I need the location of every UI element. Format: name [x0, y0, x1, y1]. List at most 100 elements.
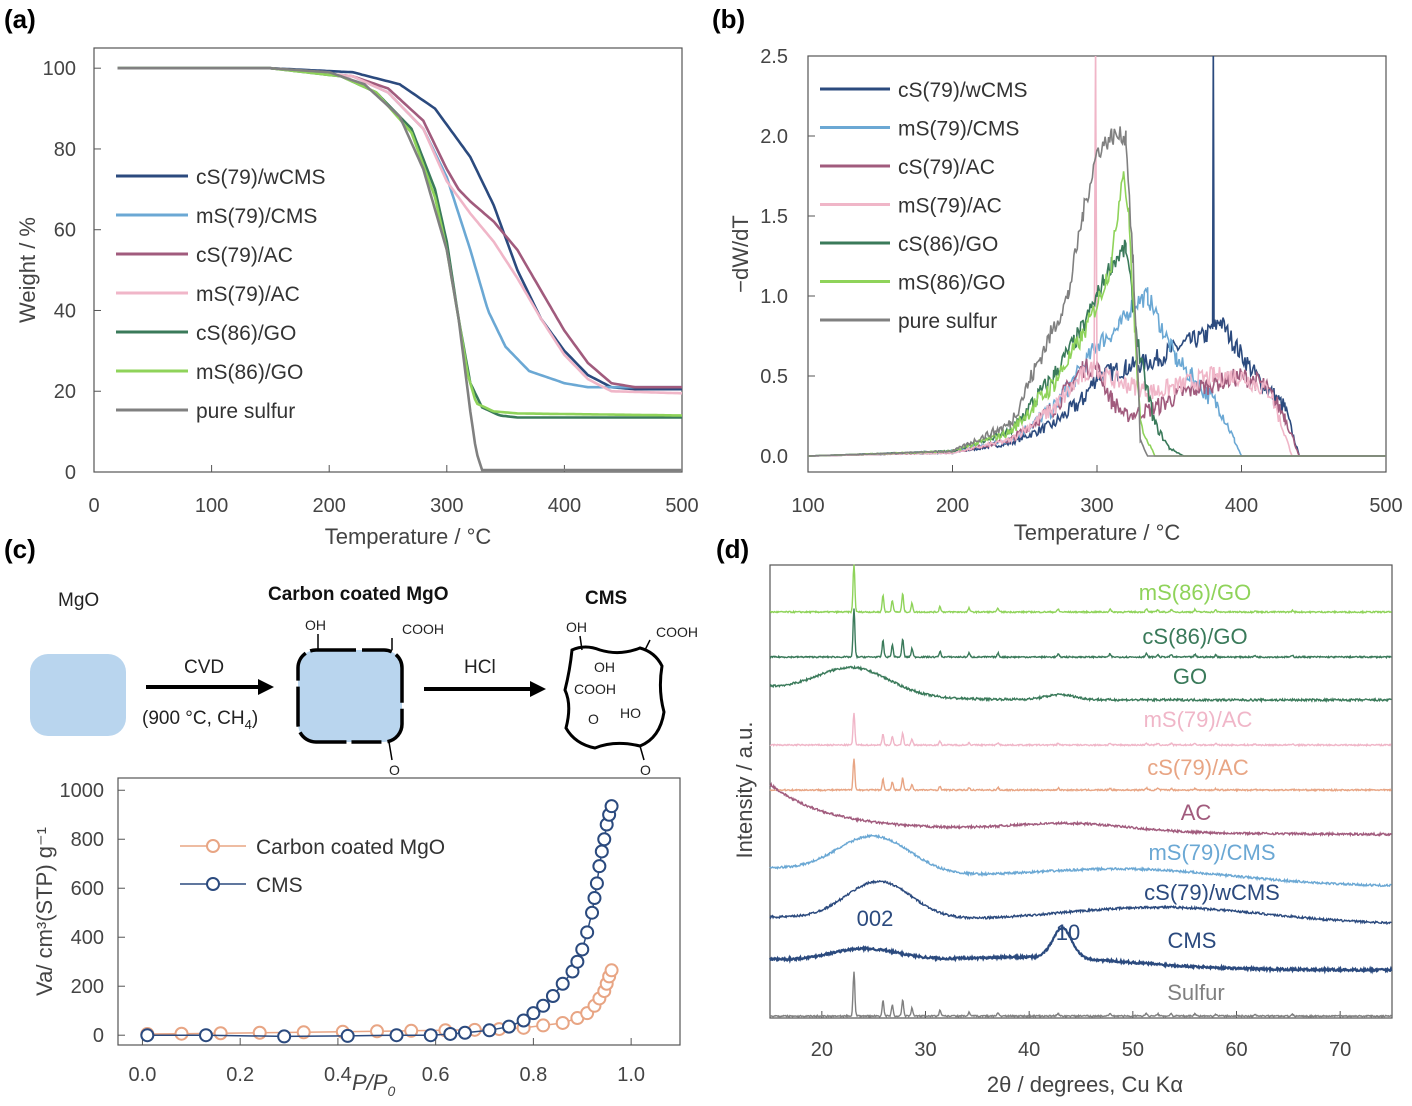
data-point-1	[592, 859, 607, 874]
carbon-coated-particle	[296, 648, 404, 744]
xrd-label-7: cS(79)/wCMS	[1144, 880, 1280, 905]
legend-label-2: cS(79)/AC	[196, 244, 293, 267]
panel-c-chart: 0.0 0.2 0.4 0.6 0.8 1.0 0 200 400 600 800 1000 P/P0 V…	[32, 777, 681, 1099]
y-axis-label: Va/ cm³(STP) g⁻¹	[32, 827, 57, 996]
data-point-1	[597, 832, 612, 847]
data-point-1	[585, 905, 600, 920]
legend-label-0: cS(79)/wCMS	[898, 79, 1028, 102]
x-tick-label: 0.2	[226, 1064, 254, 1086]
cms-o2-label: O	[640, 762, 651, 778]
series-line-6	[117, 66, 682, 472]
x-tick-label: 300	[1080, 495, 1113, 517]
cooh-label: COOH	[402, 621, 444, 637]
cvd-arrowhead	[258, 679, 274, 695]
plot-frame	[769, 564, 1393, 1019]
legend-label-1: mS(79)/CMS	[898, 118, 1019, 141]
x-tick-label: 500	[665, 495, 698, 517]
x-tick-label: 100	[195, 495, 228, 517]
data-point-1	[389, 1028, 404, 1043]
y-tick-label: 20	[54, 381, 76, 403]
legend-label-1: CMS	[256, 874, 303, 897]
series-line-6	[808, 126, 1386, 457]
data-point-1	[516, 1013, 531, 1028]
data-point-0	[174, 1026, 189, 1041]
plot-frame	[117, 777, 681, 1046]
o-label: O	[389, 762, 400, 778]
panel-label-d: (d)	[716, 534, 749, 564]
cms-oh2-label: OH	[594, 659, 615, 675]
x-tick-label: 0.4	[324, 1064, 352, 1086]
hcl-arrowhead	[530, 681, 546, 697]
xrd-pattern-7	[769, 879, 1392, 926]
xrd-pattern-0	[770, 564, 1392, 615]
y-tick-label: 0.0	[760, 446, 788, 468]
legend-label-4: cS(86)/GO	[196, 322, 296, 345]
xrd-pattern-9	[769, 971, 1392, 1019]
cvd-label: CVD	[184, 657, 224, 678]
y-tick-label: 0.5	[760, 366, 788, 388]
x-tick-label: 200	[313, 495, 346, 517]
y-tick-label: 100	[43, 58, 76, 80]
cvd-conditions: (900 °C, CH4)	[142, 708, 258, 732]
plot-frame	[93, 47, 683, 473]
y-tick-label: 80	[54, 139, 76, 161]
data-point-1	[587, 891, 602, 906]
data-point-0	[555, 1015, 570, 1030]
xrd-label-4: cS(79)/AC	[1147, 755, 1249, 780]
hcl-label: HCl	[464, 657, 496, 678]
x-tick-label: 60	[1225, 1039, 1247, 1061]
panel-label-b: (b)	[712, 4, 745, 34]
panel-label-a: (a)	[4, 4, 36, 34]
legend-label-0: Carbon coated MgO	[256, 836, 445, 859]
xrd-pattern-5	[769, 781, 1392, 838]
data-point-1	[457, 1025, 472, 1040]
x-tick-label: 0	[88, 495, 99, 517]
x-axis-label: Temperature / °C	[1014, 520, 1181, 545]
legend-marker-0	[206, 839, 220, 853]
data-point-1	[594, 844, 609, 859]
y-tick-label: 2.0	[760, 126, 788, 148]
y-axis-label: −dW/dT	[728, 215, 753, 293]
xrd-label-0: mS(86)/GO	[1139, 580, 1251, 605]
data-point-0	[604, 963, 619, 978]
xrd-pattern-1	[769, 608, 1392, 660]
synthesis-scheme: MgO Carbon coated MgO CMS CVD (900 °C, C…	[30, 584, 698, 778]
legend-marker-1	[206, 877, 220, 891]
x-tick-label: 50	[1122, 1039, 1144, 1061]
x-axis-label: P/P0	[352, 1070, 395, 1099]
y-tick-label: 1.5	[760, 206, 788, 228]
legend-label-5: mS(86)/GO	[898, 272, 1005, 295]
xrd-label-5: AC	[1181, 800, 1212, 825]
x-axis-label: Temperature / °C	[325, 524, 492, 549]
xrd-label-2: GO	[1173, 664, 1207, 689]
data-point-1	[536, 998, 551, 1013]
legend-label-2: cS(79)/AC	[898, 156, 995, 179]
xrd-label-1: cS(86)/GO	[1142, 624, 1247, 649]
data-point-1	[545, 989, 560, 1004]
xrd-label-6: mS(79)/CMS	[1148, 840, 1275, 865]
legend-label-6: pure sulfur	[898, 310, 997, 333]
series-line-3	[808, 56, 1386, 457]
x-tick-label: 500	[1369, 495, 1402, 517]
x-axis-label: 2θ / degrees, Cu Kα	[987, 1072, 1183, 1097]
scheme-cms-title: CMS	[585, 588, 627, 609]
legend-label-1: mS(79)/CMS	[196, 205, 317, 228]
data-point-0	[252, 1025, 267, 1040]
y-tick-label: 200	[71, 976, 104, 998]
panel-d-chart: 20 30 40 50 60 70 2θ / degrees, Cu Kα Intensity…	[732, 564, 1393, 1097]
cms-oh-label: OH	[566, 619, 587, 635]
cms-shell	[563, 645, 666, 750]
cms-o-label: O	[588, 711, 599, 727]
y-tick-label: 1.0	[760, 286, 788, 308]
y-tick-label: 2.5	[760, 46, 788, 68]
data-point-1	[140, 1028, 155, 1043]
xrd-label-9: Sulfur	[1167, 980, 1224, 1005]
legend-label-4: cS(86)/GO	[898, 233, 998, 256]
legend-label-0: cS(79)/wCMS	[196, 166, 326, 189]
y-tick-label: 40	[54, 300, 76, 322]
scheme-mgo-title: MgO	[58, 590, 99, 611]
data-point-1	[277, 1029, 292, 1044]
x-tick-label: 0.6	[422, 1064, 450, 1086]
x-tick-label: 20	[811, 1039, 833, 1061]
